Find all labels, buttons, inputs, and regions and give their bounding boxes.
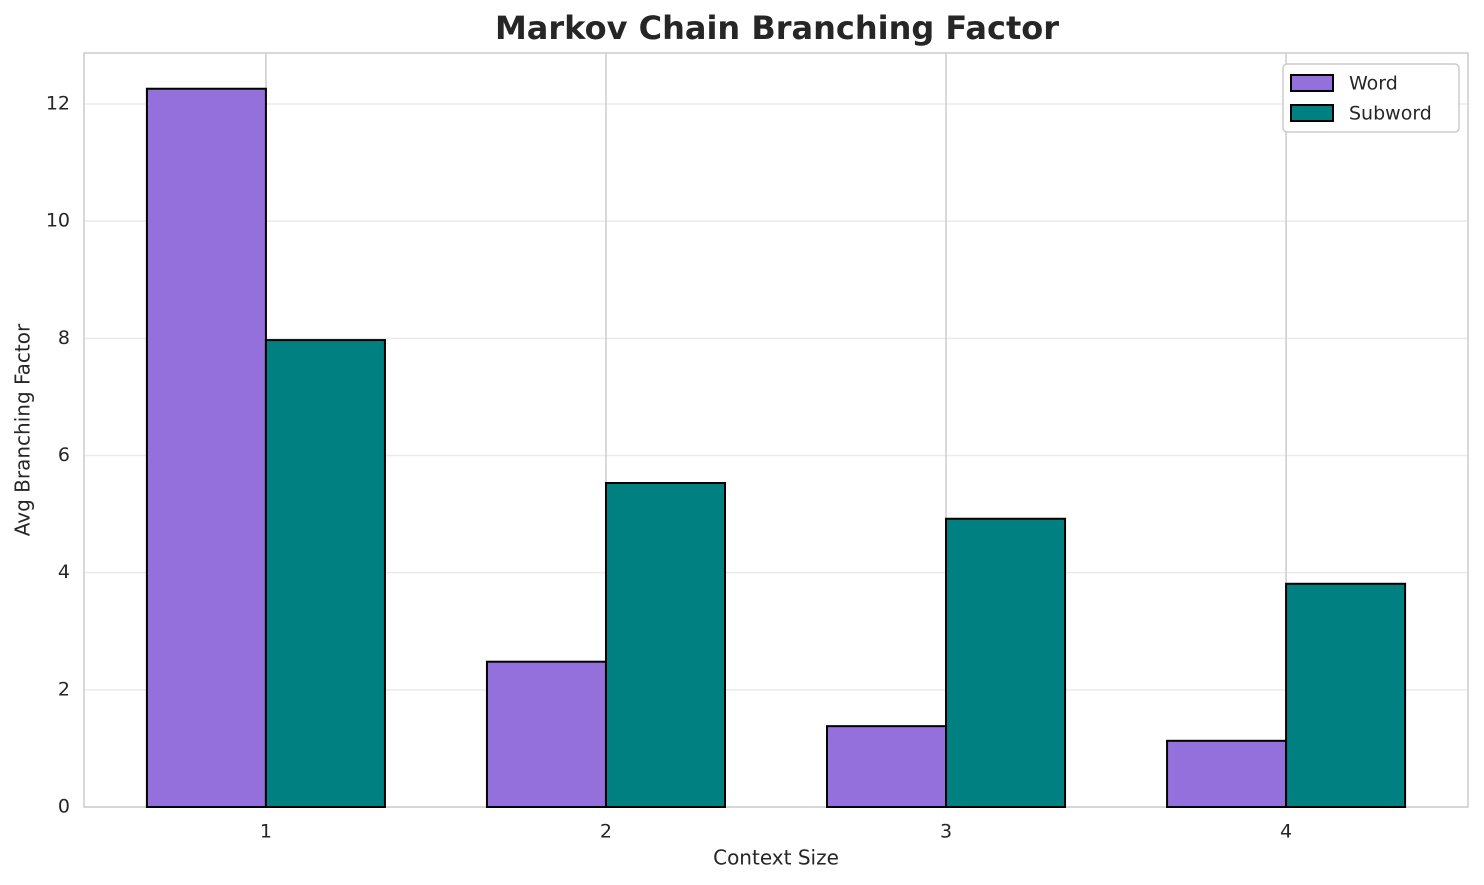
- chart-title: Markov Chain Branching Factor: [495, 9, 1059, 47]
- bar: [826, 725, 948, 808]
- x-tick-label: 3: [940, 821, 952, 843]
- legend-label: Word: [1349, 73, 1398, 95]
- bar: [485, 660, 607, 809]
- y-tick-label: 2: [58, 678, 70, 700]
- x-tick-label: 2: [600, 821, 612, 843]
- legend-label: Subword: [1349, 103, 1432, 125]
- bar: [145, 87, 267, 809]
- y-tick-label: 0: [58, 796, 70, 818]
- legend-swatch: [1290, 104, 1334, 122]
- y-tick-label: 8: [58, 327, 70, 349]
- y-tick-label: 4: [58, 561, 70, 583]
- bar: [1166, 739, 1288, 808]
- bar: [1285, 582, 1407, 809]
- y-tick-label: 6: [58, 444, 70, 466]
- bar: [604, 482, 726, 808]
- bar: [264, 339, 386, 808]
- x-tick-label: 1: [260, 821, 272, 843]
- y-axis-label: Avg Branching Factor: [11, 323, 35, 536]
- y-tick-label: 12: [46, 92, 70, 114]
- y-tick-label: 10: [46, 210, 70, 232]
- bar: [945, 517, 1067, 808]
- x-axis-label: Context Size: [713, 846, 839, 870]
- x-tick-label: 4: [1280, 821, 1292, 843]
- legend-swatch: [1290, 74, 1334, 92]
- plot-frame: [83, 52, 1469, 808]
